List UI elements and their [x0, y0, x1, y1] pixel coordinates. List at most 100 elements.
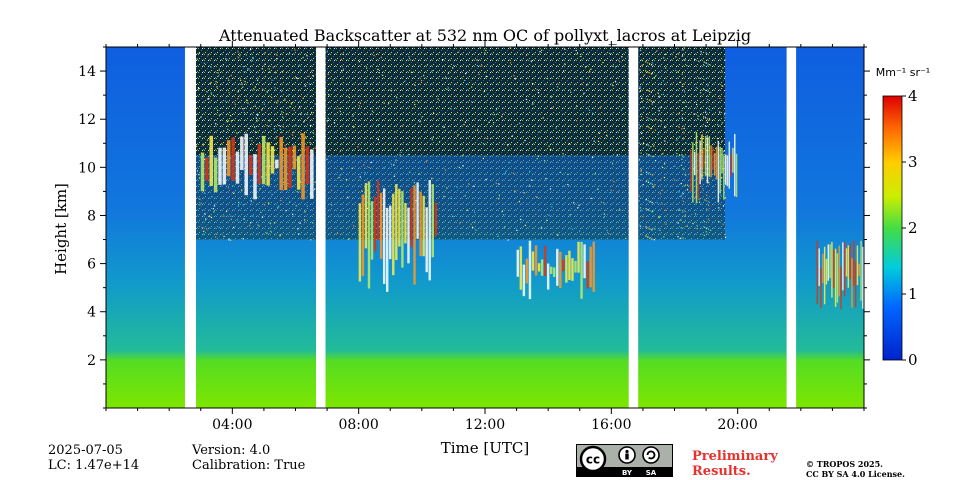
noise-speck	[677, 71, 680, 73]
noise-speck	[685, 174, 687, 176]
noise-speck	[476, 65, 478, 67]
cloud-streak	[543, 245, 547, 276]
noise-speck	[610, 189, 612, 191]
cloud-streak	[829, 244, 831, 279]
noise-speck	[299, 106, 301, 108]
noise-speck	[215, 123, 217, 125]
cloud-streak	[222, 147, 227, 185]
noise-speck	[238, 161, 241, 163]
noise-speck	[718, 220, 720, 223]
noise-speck	[509, 47, 512, 49]
noise-speck	[645, 70, 647, 72]
noise-speck	[244, 80, 246, 83]
noise-speck	[683, 127, 685, 130]
noise-speck	[204, 192, 206, 195]
noise-speck	[247, 68, 249, 70]
noise-speck	[399, 154, 401, 156]
noise-speck	[312, 74, 314, 77]
noise-speck	[705, 62, 707, 64]
noise-speck	[651, 229, 653, 231]
noise-speck	[390, 163, 392, 165]
noise-speck	[311, 111, 313, 114]
cloud-streak	[392, 193, 395, 276]
noise-span	[196, 47, 317, 156]
noise-speck	[264, 52, 266, 54]
noise-speck	[701, 134, 703, 136]
noise-speck	[341, 69, 343, 72]
noise-speck	[706, 194, 708, 196]
noise-speck	[680, 219, 682, 221]
noise-speck	[722, 154, 724, 156]
noise-speck	[228, 238, 230, 240]
noise-speck	[364, 172, 366, 174]
footer-version: Version: 4.0	[192, 443, 271, 458]
noise-speck	[681, 128, 683, 130]
noise-speck	[218, 69, 220, 71]
noise-speck	[492, 122, 495, 124]
noise-speck	[651, 211, 653, 213]
noise-speck	[383, 102, 385, 105]
noise-speck	[536, 158, 538, 160]
noise-speck	[295, 159, 297, 162]
noise-speck	[515, 90, 518, 92]
noise-speck	[576, 105, 578, 107]
colorbar-tick-label: 0	[908, 351, 918, 369]
noise-speck	[639, 86, 641, 88]
data-gap	[628, 47, 639, 408]
noise-speck	[287, 182, 289, 185]
noise-speck	[723, 114, 725, 116]
noise-speck	[703, 234, 705, 236]
noise-speck	[243, 111, 246, 114]
noise-speck	[251, 140, 253, 142]
noise-speck	[703, 88, 705, 91]
noise-speck	[457, 51, 460, 53]
noise-speck	[649, 63, 651, 65]
noise-speck	[261, 109, 263, 111]
copyright-note: © TROPOS 2025. CC BY SA 4.0 License.	[806, 459, 905, 479]
x-axis-label: Time [UTC]	[441, 439, 530, 457]
noise-speck	[341, 168, 343, 170]
noise-speck	[387, 103, 390, 105]
noise-speck	[265, 174, 267, 176]
noise-speck	[702, 174, 704, 176]
noise-speck	[414, 103, 416, 106]
noise-speck	[664, 140, 666, 142]
noise-speck	[649, 210, 651, 212]
noise-speck	[562, 153, 564, 155]
noise-speck	[377, 68, 379, 71]
noise-speck	[665, 223, 667, 225]
noise-speck	[609, 52, 611, 54]
noise-speck	[617, 191, 620, 193]
noise-speck	[269, 223, 271, 225]
noise-speck	[223, 130, 225, 132]
y-tick-label: 4	[87, 305, 96, 321]
noise-speck	[348, 238, 350, 240]
noise-speck	[304, 219, 306, 221]
noise-speck	[328, 93, 330, 96]
noise-speck	[217, 151, 219, 153]
noise-speck	[642, 147, 645, 149]
noise-speck	[679, 99, 681, 102]
noise-speck	[295, 205, 297, 207]
noise-speck	[653, 101, 655, 103]
cloud-streak	[827, 244, 830, 281]
noise-speck	[703, 226, 706, 228]
noise-speck	[297, 233, 300, 235]
noise-speck	[395, 159, 397, 161]
cloud-streak	[580, 241, 583, 299]
noise-speck	[253, 126, 256, 128]
noise-speck	[640, 152, 642, 154]
noise-speck	[646, 89, 648, 91]
cloud-streak	[565, 255, 568, 283]
noise-speck	[638, 195, 640, 197]
cloud-streak	[428, 180, 431, 281]
noise-speck	[288, 94, 290, 96]
noise-speck	[584, 66, 587, 68]
cloud-streak	[270, 146, 275, 174]
noise-speck	[383, 167, 385, 169]
noise-speck	[203, 233, 205, 236]
cloud-streak	[398, 188, 401, 247]
noise-speck	[476, 59, 478, 61]
noise-speck	[545, 177, 547, 180]
noise-speck	[353, 126, 355, 128]
